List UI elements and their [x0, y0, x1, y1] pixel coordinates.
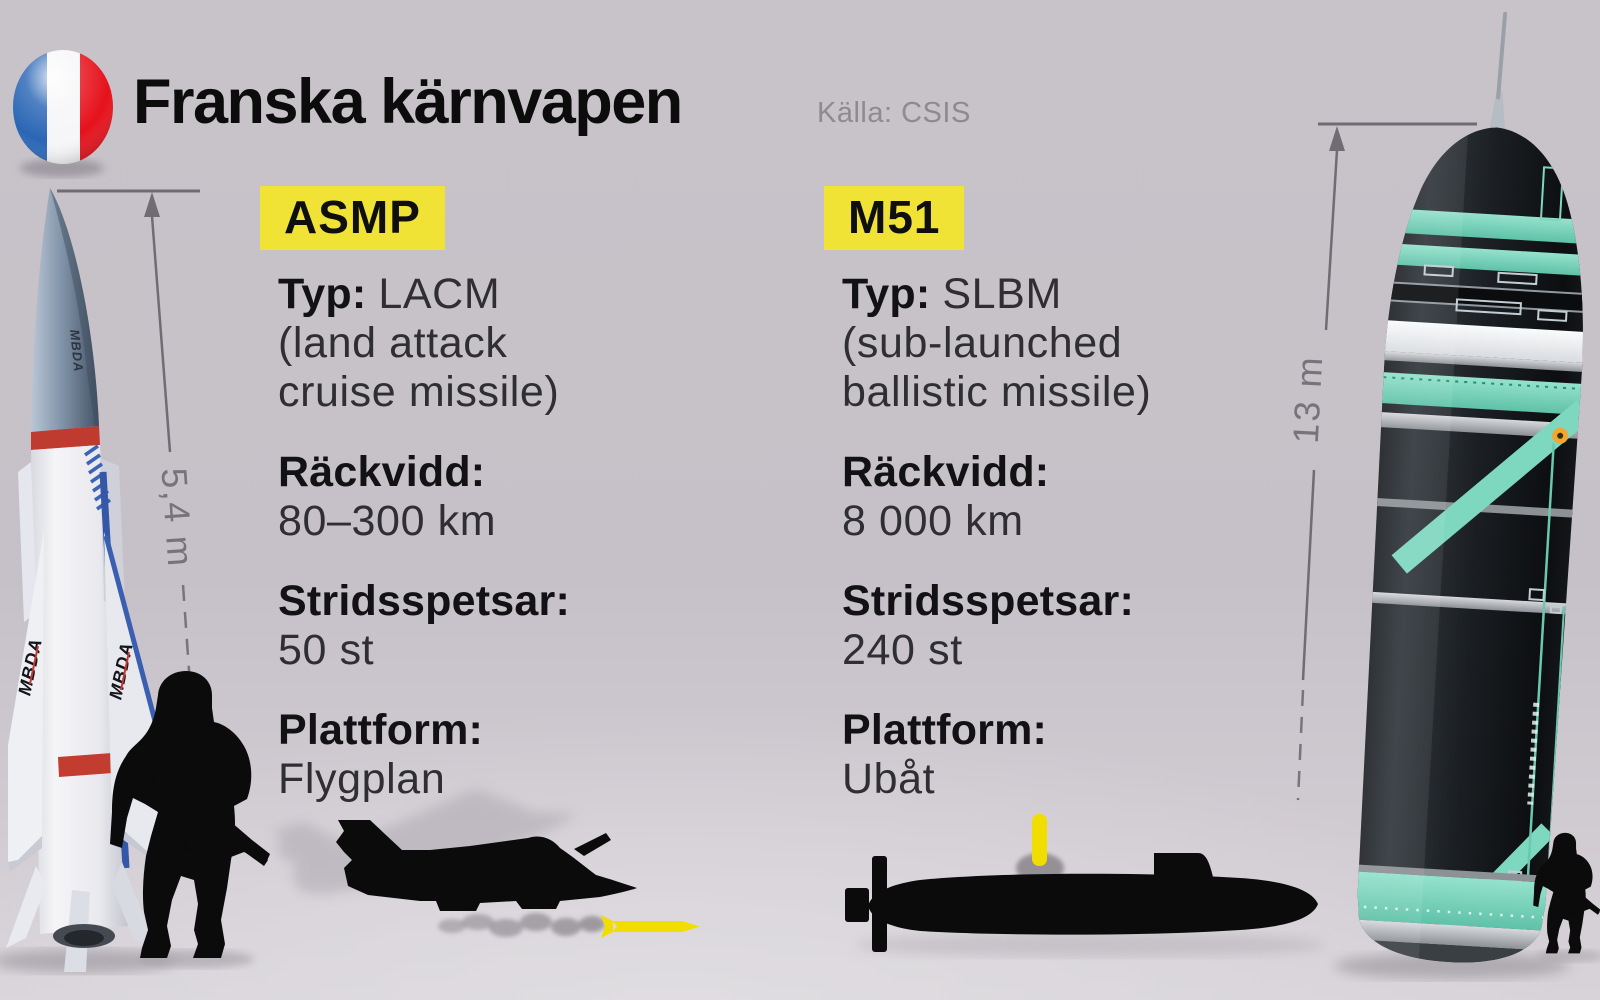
submarine-rudder [872, 856, 887, 952]
jet-canard [574, 833, 611, 856]
floor-shadows [0, 933, 1600, 979]
m51-missile [1348, 11, 1597, 968]
m51-spec-stridsspetsar: Stridsspetsar: 240 st [842, 577, 1222, 675]
spec-value: Ubåt [842, 755, 936, 803]
asmp-specs: Typ: LACM (land attack cruise missile) Rä… [278, 270, 658, 804]
asmp-nose-brand: MBDA [67, 329, 86, 373]
m51-spec-rackvidd: Räckvidd: 8 000 km [842, 448, 1222, 546]
spec-label: Räckvidd: [842, 448, 1050, 496]
m51-antenna [1489, 91, 1506, 132]
page-title: Franska kärnvapen [133, 67, 683, 137]
spec-label: Typ: [842, 270, 931, 318]
spec-value: SLBM (sub-launched ballistic missile) [842, 270, 1152, 416]
asmp-missile: MBDA MBDA MBDA [6, 188, 163, 972]
jet-group [270, 748, 700, 938]
submarine-sail [1154, 853, 1215, 886]
spec-value: 8 000 km [842, 497, 1024, 545]
m51-dimension-line: 13 m [1285, 122, 1477, 801]
submarine-prop-hub [845, 888, 869, 922]
asmp-spec-plattform: Plattform: Flygplan [278, 706, 658, 804]
spec-label: Stridsspetsar: [842, 577, 1134, 625]
asmp-dimension-line: 5,4 m [57, 189, 202, 771]
submarine-group [845, 814, 1318, 952]
france-flag-icon [13, 50, 113, 177]
asmp-spec-typ: Typ: LACM (land attack cruise missile) [278, 270, 658, 417]
spec-value: 50 st [278, 626, 375, 674]
spec-label: Typ: [278, 270, 367, 318]
launched-missile-jet [601, 915, 700, 938]
spec-value: Flygplan [278, 755, 446, 803]
spec-label: Plattform: [278, 706, 484, 754]
spec-value: 240 st [842, 626, 963, 674]
asmp-name-chip: ASMP [260, 186, 445, 250]
asmp-column: ASMP Typ: LACM (land attack cruise missil… [258, 186, 658, 804]
missile-smoke-trail [438, 913, 605, 937]
m51-spec-typ: Typ: SLBM (sub-launched ballistic missile… [842, 270, 1222, 417]
submarine-silhouette [868, 873, 1318, 935]
asmp-spec-rackvidd: Räckvidd: 80–300 km [278, 448, 658, 546]
m51-column: M51 Typ: SLBM (sub-launched ballistic mis… [822, 186, 1222, 804]
asmp-spec-stridsspetsar: Stridsspetsar: 50 st [278, 577, 658, 675]
spec-value: LACM (land attack cruise missile) [278, 270, 560, 416]
m51-specs: Typ: SLBM (sub-launched ballistic missile… [842, 270, 1222, 804]
m51-name-chip: M51 [824, 186, 965, 250]
source-credit: Källa: CSIS [817, 97, 971, 129]
spec-label: Räckvidd: [278, 448, 486, 496]
m51-spec-plattform: Plattform: Ubåt [842, 706, 1222, 804]
spec-label: Stridsspetsar: [278, 577, 570, 625]
spec-label: Plattform: [842, 706, 1048, 754]
launched-missile-sub [1032, 814, 1047, 866]
spec-value: 80–300 km [278, 497, 497, 545]
m51-height-label: 13 m [1285, 354, 1331, 444]
asmp-height-label: 5,4 m [154, 467, 202, 570]
